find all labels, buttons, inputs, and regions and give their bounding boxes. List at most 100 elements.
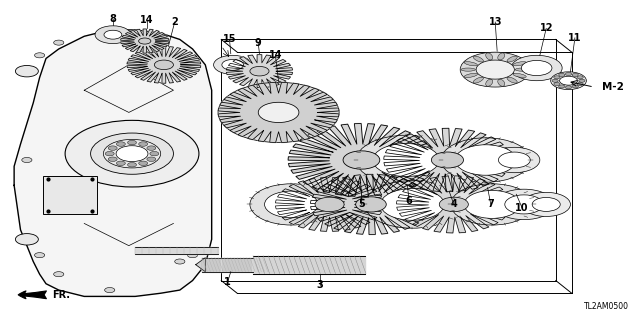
Circle shape	[116, 146, 148, 162]
Circle shape	[108, 157, 117, 161]
Ellipse shape	[513, 62, 526, 66]
Polygon shape	[288, 124, 435, 196]
Circle shape	[95, 26, 131, 44]
Circle shape	[522, 60, 552, 76]
Circle shape	[188, 56, 198, 61]
Circle shape	[532, 197, 560, 212]
Circle shape	[464, 190, 520, 218]
Circle shape	[373, 143, 439, 177]
Circle shape	[116, 161, 125, 165]
Circle shape	[218, 82, 339, 142]
Text: FR.: FR.	[52, 290, 70, 300]
Circle shape	[579, 79, 585, 82]
Circle shape	[559, 76, 577, 85]
Circle shape	[343, 151, 380, 169]
Circle shape	[188, 252, 198, 258]
Circle shape	[460, 52, 531, 87]
Text: 9: 9	[255, 38, 262, 48]
Polygon shape	[396, 176, 511, 233]
Circle shape	[559, 85, 565, 88]
Circle shape	[577, 76, 583, 79]
Circle shape	[356, 135, 456, 185]
Circle shape	[552, 79, 558, 82]
Text: 13: 13	[488, 17, 502, 27]
Circle shape	[139, 142, 148, 146]
Ellipse shape	[498, 53, 505, 60]
Circle shape	[104, 288, 115, 292]
Circle shape	[139, 161, 148, 165]
Circle shape	[214, 55, 252, 74]
Circle shape	[431, 152, 463, 168]
Circle shape	[356, 197, 387, 212]
Ellipse shape	[473, 77, 483, 83]
Circle shape	[439, 197, 468, 212]
Circle shape	[147, 146, 156, 150]
Ellipse shape	[464, 62, 477, 66]
Ellipse shape	[507, 56, 517, 62]
Ellipse shape	[486, 53, 493, 60]
Circle shape	[147, 157, 156, 161]
Circle shape	[455, 145, 516, 175]
Text: M-2: M-2	[602, 82, 623, 92]
Circle shape	[91, 133, 173, 174]
Circle shape	[565, 72, 572, 76]
Text: 12: 12	[540, 23, 553, 33]
Ellipse shape	[473, 56, 483, 62]
Circle shape	[264, 191, 318, 218]
Text: 6: 6	[406, 196, 413, 206]
Circle shape	[103, 140, 161, 168]
Circle shape	[54, 272, 64, 277]
Polygon shape	[384, 128, 511, 192]
Circle shape	[489, 147, 540, 173]
Text: 1: 1	[224, 277, 231, 287]
Circle shape	[154, 60, 173, 69]
Circle shape	[559, 73, 565, 76]
Polygon shape	[196, 258, 205, 272]
Circle shape	[65, 120, 199, 187]
Circle shape	[15, 66, 38, 77]
Polygon shape	[120, 29, 169, 53]
Text: 3: 3	[317, 280, 323, 290]
Ellipse shape	[461, 68, 476, 71]
Circle shape	[499, 152, 531, 168]
Ellipse shape	[515, 68, 529, 71]
Text: 15: 15	[223, 35, 236, 44]
Circle shape	[156, 37, 166, 42]
Circle shape	[365, 180, 460, 228]
Circle shape	[105, 151, 114, 156]
Circle shape	[554, 83, 560, 85]
Polygon shape	[227, 55, 292, 88]
Circle shape	[139, 38, 151, 44]
Circle shape	[493, 189, 554, 220]
Polygon shape	[14, 30, 212, 296]
Text: 14: 14	[269, 50, 282, 60]
Text: 8: 8	[109, 14, 116, 24]
Text: 10: 10	[515, 203, 529, 212]
Circle shape	[550, 72, 586, 90]
Circle shape	[259, 102, 299, 123]
Ellipse shape	[486, 79, 493, 86]
Circle shape	[104, 30, 122, 39]
Text: 7: 7	[488, 199, 494, 209]
Text: 4: 4	[451, 199, 457, 209]
Circle shape	[441, 138, 531, 182]
Circle shape	[108, 146, 117, 150]
Ellipse shape	[507, 77, 517, 83]
Polygon shape	[275, 178, 383, 231]
Text: TL2AM0500: TL2AM0500	[584, 302, 629, 311]
Circle shape	[381, 188, 444, 220]
Text: 5: 5	[358, 199, 365, 209]
Circle shape	[104, 31, 115, 36]
Circle shape	[505, 195, 543, 214]
Circle shape	[22, 157, 32, 163]
Circle shape	[250, 67, 269, 76]
Circle shape	[35, 252, 45, 258]
Circle shape	[565, 86, 572, 89]
Circle shape	[116, 142, 125, 146]
Circle shape	[554, 76, 560, 79]
Circle shape	[451, 184, 534, 225]
Polygon shape	[218, 82, 339, 142]
Circle shape	[511, 55, 562, 81]
Circle shape	[522, 192, 570, 216]
Circle shape	[127, 163, 136, 167]
